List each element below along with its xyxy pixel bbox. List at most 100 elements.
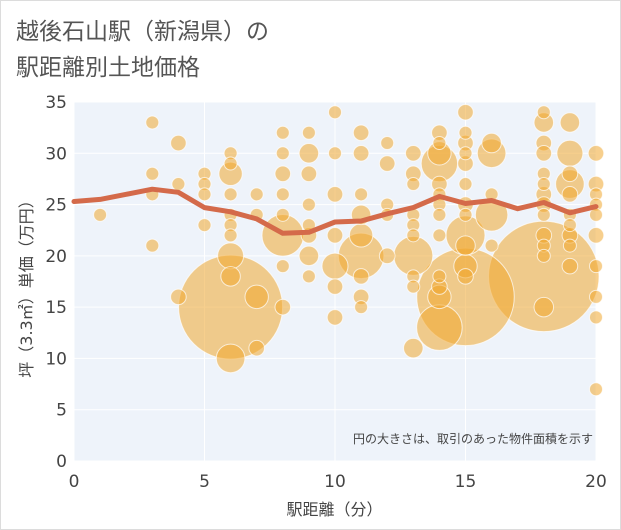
x-tick-label: 0 xyxy=(69,472,80,492)
bubble-point xyxy=(352,124,370,142)
bubble-point xyxy=(406,177,421,192)
bubble-point xyxy=(589,310,603,325)
bubble-point xyxy=(458,177,473,192)
bubble-point xyxy=(380,136,395,151)
x-tick-label: 20 xyxy=(585,472,607,492)
bubble-point xyxy=(326,309,344,326)
bubble-point xyxy=(589,259,603,274)
bubble-point xyxy=(298,143,320,164)
bubble-point xyxy=(378,247,396,265)
bubble-point xyxy=(484,238,499,253)
bubble-point xyxy=(354,187,369,202)
bubble-point xyxy=(416,304,463,351)
bubble-point xyxy=(354,300,369,315)
bubble-point xyxy=(556,139,584,167)
bubble-point xyxy=(587,227,605,244)
y-tick-label: 5 xyxy=(56,401,67,421)
bubble-point xyxy=(536,105,551,120)
y-axis-label: 坪（3.3㎡）単価（万円） xyxy=(17,192,36,377)
x-axis-label: 駅距離（分） xyxy=(286,500,382,519)
bubble-point xyxy=(321,252,349,280)
bubble-point xyxy=(587,144,605,162)
bubble-point xyxy=(589,289,603,304)
y-tick-label: 25 xyxy=(45,196,67,216)
bubble-point xyxy=(406,228,421,243)
bubble-point xyxy=(223,228,238,243)
bubble-point xyxy=(223,187,238,202)
bubble-point xyxy=(249,187,264,202)
bubble-point xyxy=(220,266,241,287)
bubble-point xyxy=(301,125,316,140)
bubble-point xyxy=(589,207,603,222)
bubble-point xyxy=(458,125,473,140)
bubble-point xyxy=(328,105,342,120)
bubble-point xyxy=(244,284,269,310)
trend-line xyxy=(71,186,599,236)
bubble-point xyxy=(378,155,396,172)
y-tick-label: 30 xyxy=(45,144,67,164)
y-tick-label: 0 xyxy=(56,452,67,472)
bubble-point xyxy=(536,207,551,222)
bubble-point xyxy=(326,278,344,295)
bubble-point xyxy=(432,136,447,151)
bubble-point xyxy=(326,227,344,244)
bubble-point xyxy=(215,343,246,374)
bubble-point xyxy=(561,186,579,203)
bubble-point xyxy=(348,223,374,248)
bubble-point xyxy=(170,134,187,152)
bubble-point xyxy=(248,339,266,357)
bubble-point xyxy=(536,177,551,192)
bubble-point xyxy=(145,115,160,130)
bubble-point xyxy=(217,242,245,270)
bubble-point xyxy=(275,207,290,222)
bubble-point xyxy=(197,218,212,233)
bubble-point xyxy=(298,245,320,267)
bubble-point xyxy=(275,146,290,161)
bubble-point xyxy=(145,238,160,253)
bubble-point xyxy=(458,207,473,222)
x-tick-label: 5 xyxy=(199,472,210,492)
bubble-point xyxy=(171,177,186,192)
bubble-point xyxy=(535,144,553,162)
bubble-point xyxy=(457,103,474,121)
bubble-point xyxy=(170,288,187,306)
bubble-point xyxy=(481,132,502,154)
bubble-point xyxy=(432,228,447,243)
size-annotation: 円の大きさは、取引のあった物件面積を示す xyxy=(353,431,593,446)
bubble-point xyxy=(197,187,212,202)
bubble-point xyxy=(93,207,108,222)
y-tick-label: 10 xyxy=(45,349,67,369)
bubble-point xyxy=(275,187,290,202)
y-tick-label: 15 xyxy=(45,298,67,318)
bubble-point xyxy=(562,238,577,253)
bubble-point xyxy=(562,218,577,233)
bubble-point xyxy=(458,146,473,161)
bubble-point xyxy=(275,259,290,274)
x-tick-label: 15 xyxy=(455,472,477,492)
x-axis-ticks: 0 5 10 15 20 xyxy=(69,472,607,492)
x-tick-label: 10 xyxy=(324,472,346,492)
bubble-point xyxy=(533,296,555,318)
bubble-point xyxy=(432,269,447,284)
bubble-point xyxy=(326,186,344,203)
bubble-point xyxy=(301,269,316,284)
bubble-point xyxy=(145,166,160,181)
y-axis-ticks: 0 5 10 15 20 25 30 35 xyxy=(45,93,67,472)
bubble-point xyxy=(352,144,370,162)
bubble-point xyxy=(455,235,476,256)
bubble-point xyxy=(432,207,447,222)
bubble-point xyxy=(457,268,474,285)
bubble-point xyxy=(301,197,316,212)
chart-title: 越後石山駅（新潟県）の 駅距離別土地価格 xyxy=(16,19,269,81)
bubble-point xyxy=(274,298,292,316)
bubble-point xyxy=(561,257,579,275)
bubble-point xyxy=(352,268,370,285)
bubble-point xyxy=(328,146,342,161)
bubble-point xyxy=(275,125,290,140)
bubble-point xyxy=(561,165,579,183)
bubble-point xyxy=(536,248,551,263)
bubble-point xyxy=(559,112,581,133)
bubble-point xyxy=(406,279,421,294)
bubble-point xyxy=(300,165,318,183)
